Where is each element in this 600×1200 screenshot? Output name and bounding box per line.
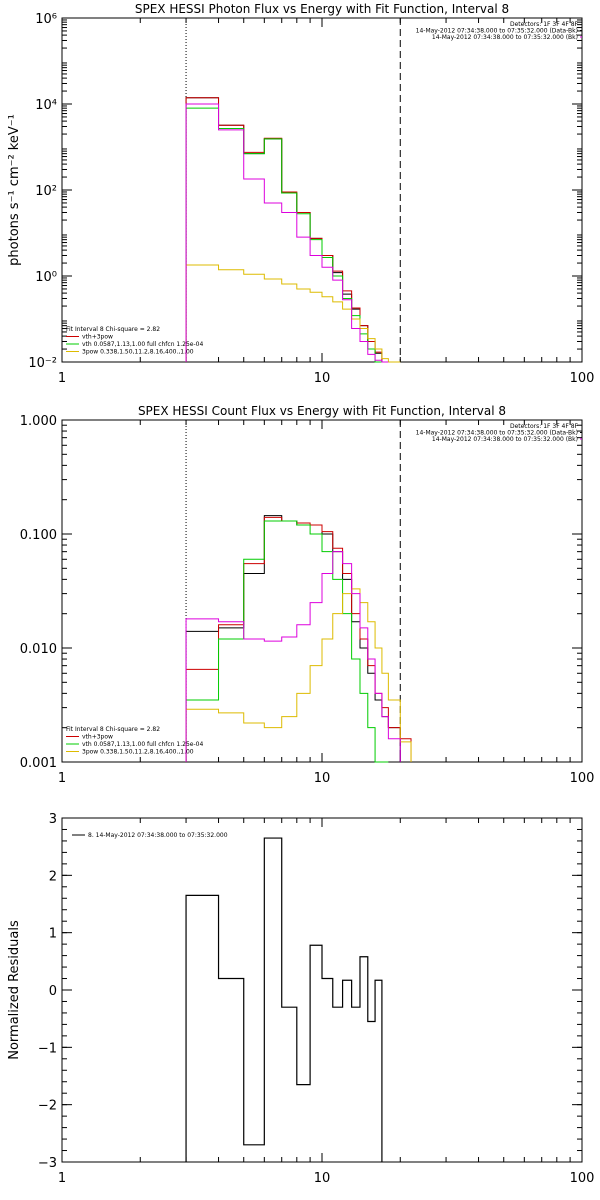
chart-title: SPEX HESSI Photon Flux vs Energy with Fi… (135, 2, 509, 16)
legend-entry: vth+3pow (82, 334, 113, 341)
residual-steps (185, 837, 383, 1162)
plot-frame (61, 17, 583, 363)
x-tick-label: 100 (570, 371, 595, 386)
header-line: 14-May-2012 07:34:38.000 to 07:35:32.000… (416, 430, 578, 437)
series-background (185, 551, 401, 762)
y-tick-label: 10⁶ (35, 12, 57, 27)
y-tick-label: 10² (35, 184, 57, 199)
panel-count: SPEX HESSI Count Flux vs Energy with Fit… (20, 404, 595, 786)
y-tick-label: −3 (38, 1156, 57, 1171)
histogram-steps (185, 97, 383, 362)
histogram-steps (185, 551, 401, 762)
legend-entry: 8. 14-May-2012 07:34:38.000 to 07:35:32.… (88, 832, 228, 839)
y-tick-label: 10⁻² (28, 356, 57, 371)
series-data (185, 837, 383, 1162)
series-power (185, 588, 412, 762)
y-tick-label: 10⁰ (35, 270, 57, 285)
panel-photon: SPEX HESSI Photon Flux vs Energy with Fi… (7, 2, 594, 386)
series-total (185, 516, 412, 762)
legend-entry: Fit Interval 8 Chi-square = 2.82 (66, 326, 160, 333)
y-axis-label: Normalized Residuals (7, 920, 22, 1060)
chart-title: SPEX HESSI Count Flux vs Energy with Fit… (138, 404, 506, 418)
header-line: 14-May-2012 07:34:38.000 to 07:35:32.000… (416, 28, 578, 35)
histogram-steps (185, 520, 389, 763)
series-thermal (185, 107, 382, 363)
histogram-steps (185, 97, 389, 363)
panel-resid: 1 10 100 −3 −2 −1 0 1 2 3 Normalized Residuals 8. 1… (7, 812, 594, 1186)
y-tick-label: −2 (38, 1099, 57, 1114)
y-tick-label: −1 (38, 1041, 57, 1056)
plot-frame (61, 817, 583, 1163)
histogram-steps (185, 103, 389, 363)
x-tick-label: 10 (314, 771, 331, 786)
header-line: 14-May-2012 07:34:38.000 to 07:35:32.000… (432, 34, 578, 41)
x-tick-label: 100 (570, 1171, 595, 1186)
legend-entry: 3pow 0.338,1.50,11.2,8.16,400.,1.00 (82, 349, 194, 356)
series-thermal (185, 520, 389, 763)
series-power (185, 264, 401, 363)
x-tick-label: 1 (58, 371, 66, 386)
series-data (185, 97, 383, 362)
histogram-steps (185, 516, 412, 762)
header-line: 14-May-2012 07:34:38.000 to 07:35:32.000… (432, 436, 578, 443)
y-tick-label: 0.010 (20, 642, 57, 657)
x-tick-label: 1 (58, 771, 66, 786)
x-tick-label: 10 (314, 371, 331, 386)
histogram-steps (185, 264, 401, 363)
x-tick-label: 100 (570, 771, 595, 786)
legend-entry: vth 0.0587,1.13,1.00 full chfcn 1.25e-04 (82, 341, 203, 348)
y-tick-label: 3 (49, 812, 57, 827)
legend-entry: vth 0.0587,1.13,1.00 full chfcn 1.25e-04 (82, 741, 203, 748)
y-tick-label: 1 (49, 927, 57, 942)
header-line: Detectors: 1F 3F 4F 8F (510, 21, 579, 28)
series-background (185, 103, 389, 363)
y-tick-label: 10⁴ (35, 98, 57, 113)
y-axis: 10⁻² 10⁰ 10² 10⁴ 10⁶ (28, 12, 582, 371)
legend-entry: vth+3pow (82, 734, 113, 741)
x-tick-label: 1 (58, 1171, 66, 1186)
y-axis: 0.001 0.010 0.100 1.000 (20, 414, 582, 771)
legend-entry: 3pow 0.338,1.50,11.2,8.16,400.,1.00 (82, 749, 194, 756)
y-tick-label: 0 (49, 984, 57, 999)
y-tick-label: 1.000 (20, 414, 57, 429)
y-axis: −3 −2 −1 0 1 2 3 (38, 812, 582, 1171)
legend-entry: Fit Interval 8 Chi-square = 2.82 (66, 726, 160, 733)
histogram-steps (185, 588, 412, 762)
histogram-steps (185, 107, 382, 363)
y-tick-label: 2 (49, 869, 57, 884)
header-line: Detectors: 1F 3F 4F 8F (510, 423, 579, 430)
x-axis: 1 10 100 (58, 818, 595, 1186)
y-axis-label: photons s⁻¹ cm⁻² keV⁻¹ (7, 114, 22, 266)
series-total (185, 97, 389, 363)
y-tick-label: 0.001 (20, 756, 57, 771)
x-tick-label: 10 (314, 1171, 331, 1186)
y-tick-label: 0.100 (20, 528, 57, 543)
